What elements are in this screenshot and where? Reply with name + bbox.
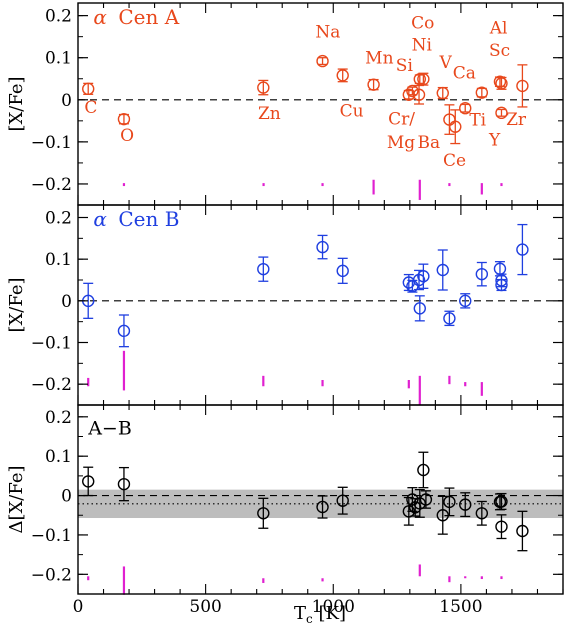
data-point (493, 75, 507, 88)
data-point (436, 86, 449, 100)
y-tick-label: 0.2 (45, 408, 72, 428)
data-point (419, 493, 433, 506)
x-tick-label: 1000 (312, 597, 355, 617)
element-label: Ni (412, 36, 433, 56)
y-axis-label: Δ[X/Fe] (6, 465, 27, 533)
data-point (257, 81, 270, 94)
data-point (82, 82, 95, 96)
x-axis-label: Tc [K] (294, 603, 346, 623)
data-point (406, 493, 419, 506)
data-point (316, 240, 329, 254)
data-point (406, 280, 419, 293)
element-label: Mn (365, 49, 393, 69)
element-label: Mg (387, 133, 415, 153)
data-point (257, 262, 270, 276)
element-label: Ce (443, 151, 466, 171)
data-point (316, 500, 329, 514)
y-tick-label: 0 (61, 487, 72, 507)
x-tick-label: 1500 (439, 597, 482, 617)
data-point (117, 477, 131, 491)
data-point (459, 498, 472, 511)
panel-frame (77, 404, 564, 595)
panel-label-greek: α (93, 5, 107, 29)
element-label: Al (489, 18, 508, 38)
data-point (117, 324, 131, 338)
y-axis-label: [X/Fe] (6, 76, 27, 131)
y-tick-label: −0.2 (31, 375, 72, 395)
element-label: C (84, 98, 97, 118)
element-label: Cu (340, 102, 364, 122)
data-point (495, 106, 508, 120)
data-point (336, 69, 349, 82)
data-point (495, 520, 508, 533)
data-point (495, 278, 508, 292)
data-point (516, 79, 529, 93)
data-point (367, 78, 380, 91)
element-label: Sc (489, 41, 510, 61)
data-point (417, 463, 430, 477)
y-tick-label: 0.2 (45, 209, 72, 229)
panel-B: α Cen B −0.2 −0.1 0 0.1 0.2 [X/Fe] (6, 204, 564, 406)
data-point (406, 84, 419, 98)
data-point (495, 495, 508, 508)
element-label: V (438, 53, 452, 73)
data-point (257, 507, 270, 520)
data-point (316, 54, 329, 68)
y-tick-label: 0.1 (45, 447, 72, 467)
y-tick-label: 0 (61, 91, 72, 111)
data-point (412, 273, 426, 287)
y-tick-label: 0.1 (45, 49, 72, 69)
data-point (459, 102, 472, 115)
element-label: Si (396, 56, 414, 76)
data-point (459, 294, 472, 308)
y-tick-label: −0.1 (31, 526, 72, 546)
data-point (475, 507, 489, 520)
element-label: Ba (418, 133, 441, 153)
element-label: O (120, 126, 134, 146)
data-point (443, 312, 456, 325)
data-point (417, 270, 430, 283)
data-point (443, 495, 456, 509)
panel-label: Cen A (118, 5, 179, 29)
data-point (516, 524, 529, 538)
data-point (336, 264, 349, 278)
panel-label: Cen B (118, 207, 179, 231)
data-point (412, 88, 426, 101)
data-point (417, 72, 430, 86)
element-label: Ti (469, 110, 486, 130)
data-point (495, 77, 508, 90)
x-tick-label: 500 (189, 597, 221, 617)
data-point (82, 475, 95, 488)
y-tick-label: 0.1 (45, 250, 72, 270)
data-point (436, 263, 449, 277)
data-point (475, 86, 489, 99)
element-label: Zr (506, 110, 527, 130)
data-point (475, 267, 489, 281)
y-tick-label: 0 (61, 292, 72, 312)
element-label: Co (411, 13, 434, 33)
data-point (449, 120, 462, 133)
panel-AB: A−B −0.2 −0.1 0 0.1 0.2 Δ[X/Fe] (6, 404, 564, 595)
y-axis-label: [X/Fe] (6, 277, 27, 332)
y-tick-label: −0.1 (31, 133, 72, 153)
element-label: Ca (453, 63, 476, 83)
y-tick-label: −0.1 (31, 334, 72, 354)
panel-label: A−B (87, 418, 132, 440)
y-tick-label: −0.2 (31, 565, 72, 585)
data-point (117, 112, 131, 126)
element-label: Y (488, 131, 501, 151)
element-label: Na (315, 23, 340, 43)
y-tick-label: 0.2 (45, 7, 72, 27)
data-point (413, 302, 426, 315)
element-label: Zn (258, 104, 281, 124)
element-label: Cr/ (388, 110, 415, 130)
y-tick-label: −0.2 (31, 175, 72, 195)
data-point (516, 243, 529, 256)
x-tick-label: 0 (73, 597, 84, 617)
panel-label-greek: α (93, 207, 107, 231)
data-point (336, 494, 349, 507)
